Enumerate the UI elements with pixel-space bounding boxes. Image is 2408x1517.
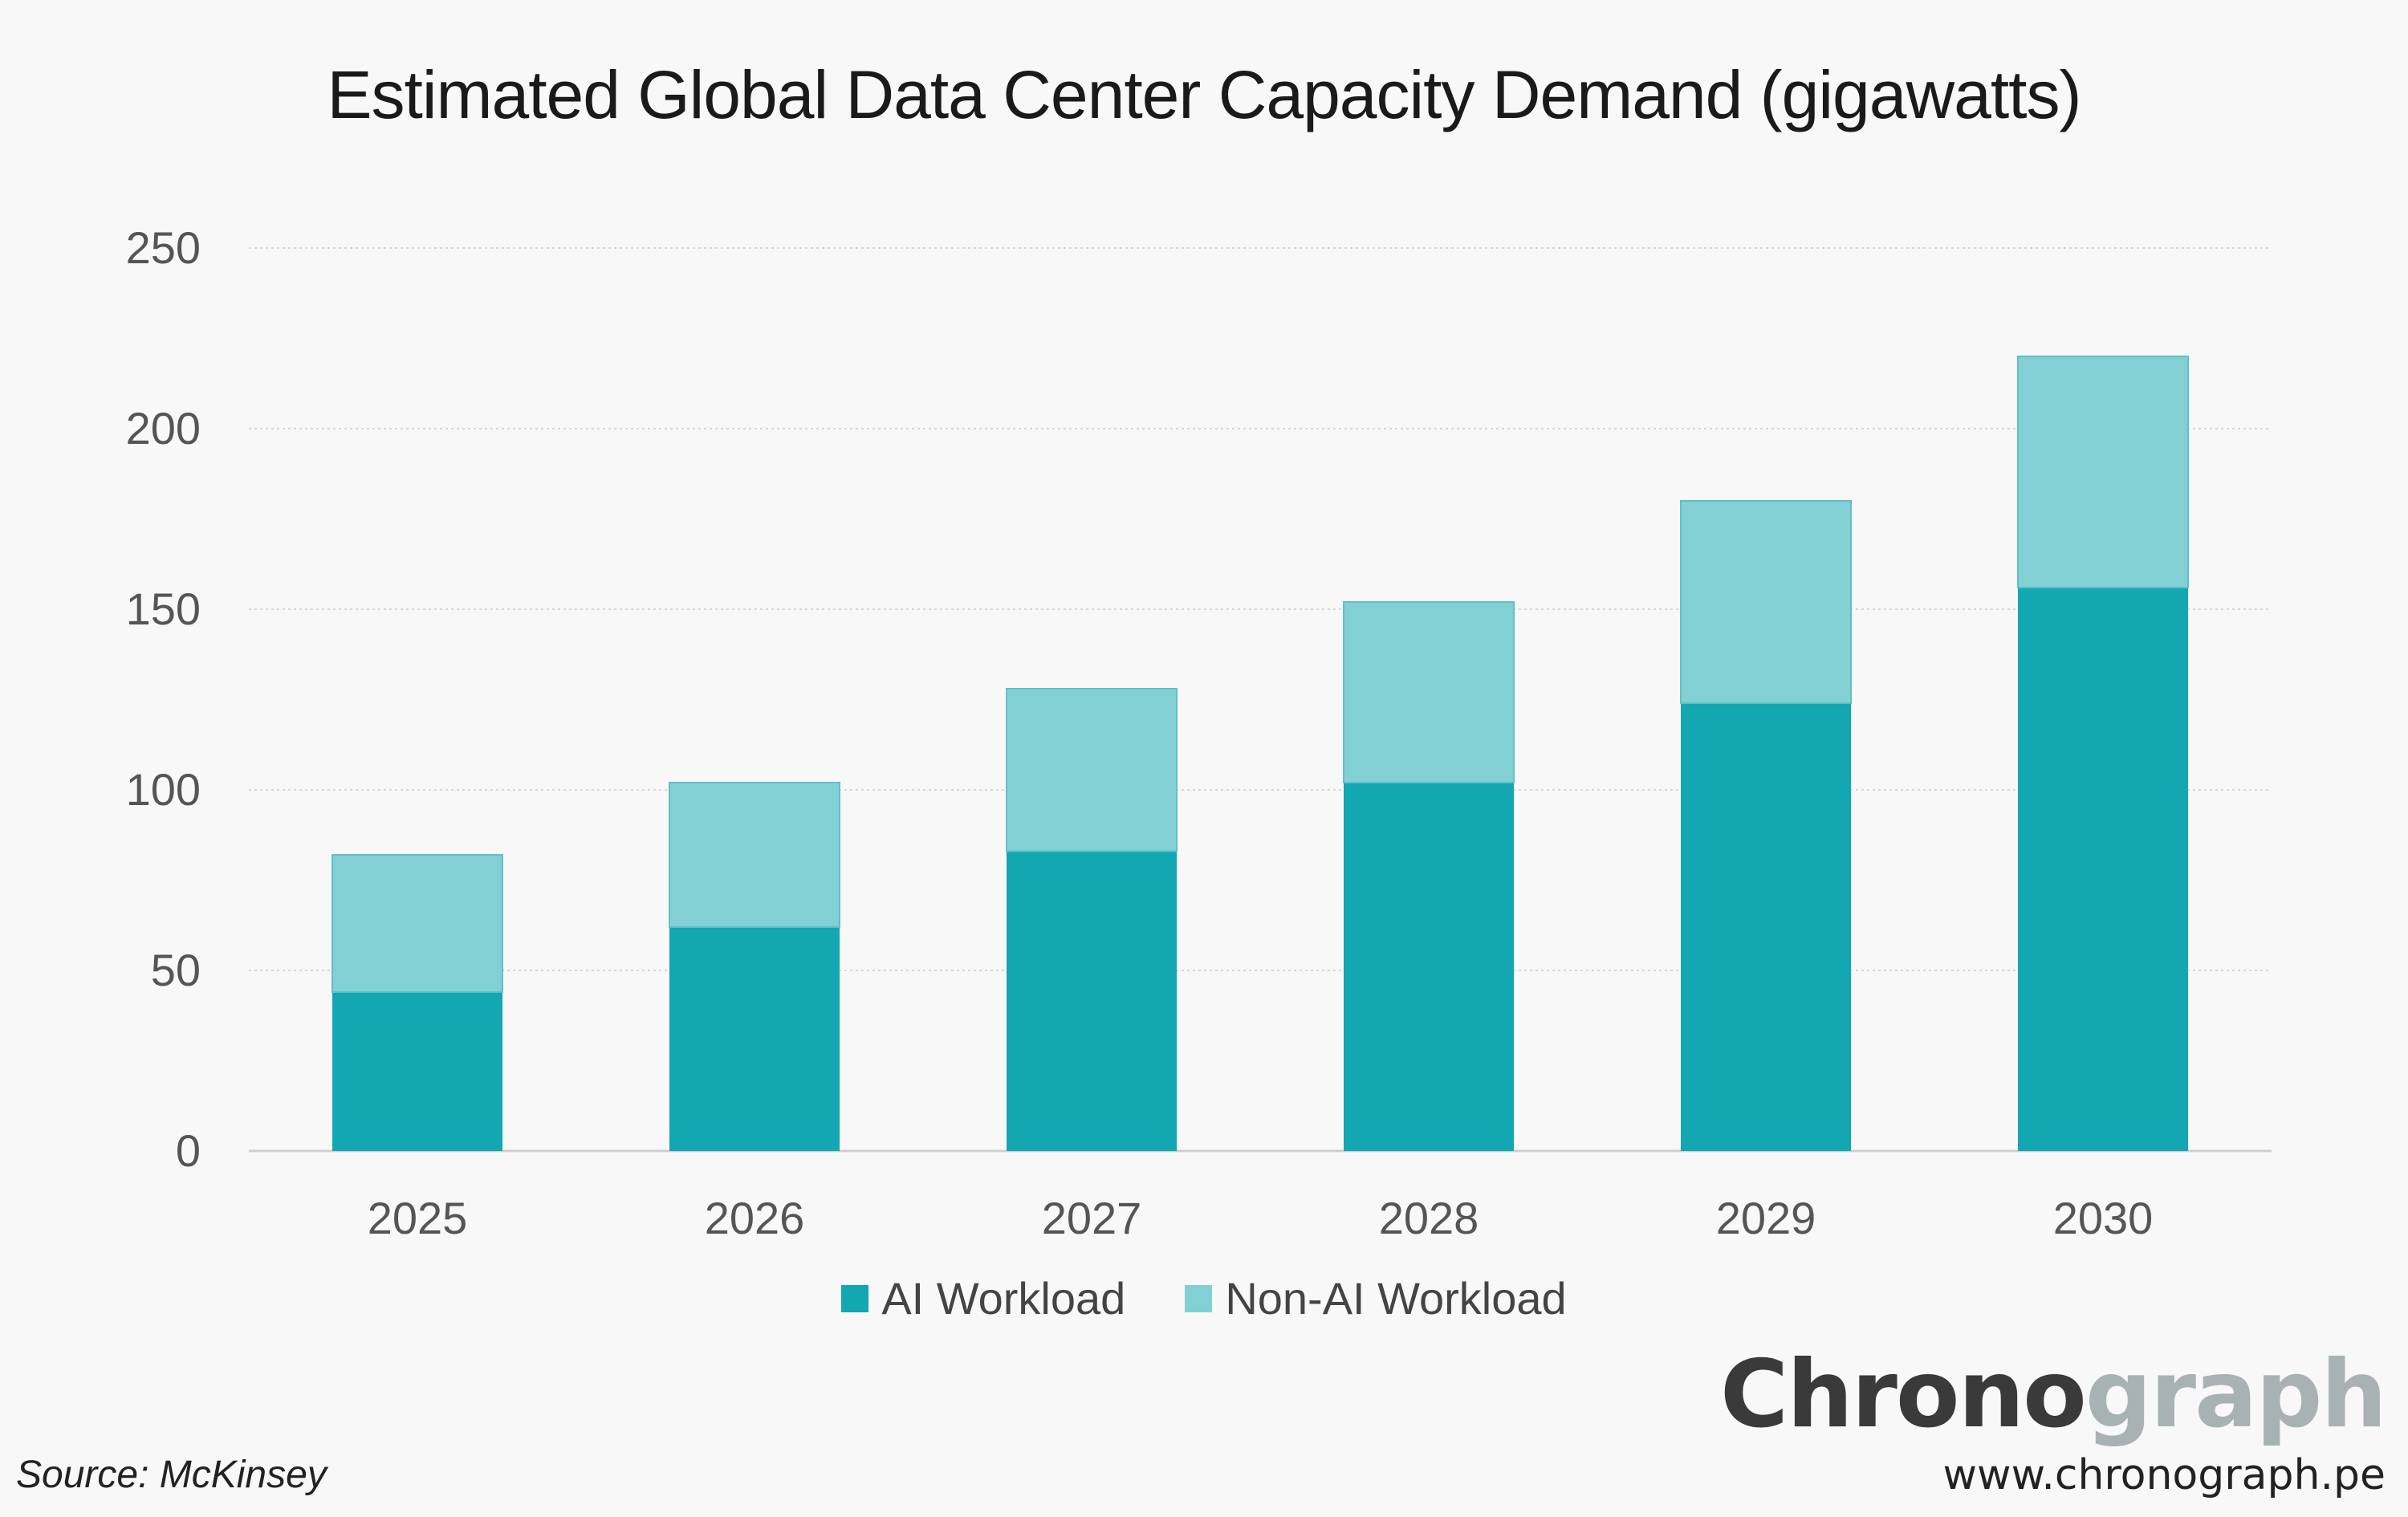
legend-label-non-ai: Non-AI Workload [1225,1273,1567,1324]
brand-url: www.chronograph.pe [1942,1451,2386,1499]
bar-non-ai-workload [2017,356,2189,588]
bar-non-ai-workload [1006,688,1178,852]
legend-swatch-non-ai [1185,1284,1213,1312]
legend-item-non-ai: Non-AI Workload [1185,1272,1567,1324]
bar-ai-workload [1344,783,1514,1151]
y-tick-label: 50 [151,945,201,995]
chart-title: Estimated Global Data Center Capacity De… [327,57,2081,132]
legend: AI Workload Non-AI Workload [0,1272,2408,1324]
x-tick-label: 2029 [1716,1193,1816,1243]
y-tick-label: 150 [126,584,201,634]
y-tick-label: 0 [176,1125,201,1176]
brand-logo-dark: Chrono [1719,1340,2087,1449]
bar-ai-workload [1681,703,1851,1151]
source-note: Source: McKinsey [16,1454,327,1496]
bar-non-ai-workload [669,782,840,928]
bar-non-ai-workload [332,854,503,993]
y-tick-label: 200 [126,403,201,453]
x-tick-label: 2030 [2053,1193,2154,1243]
bar-ai-workload [332,992,502,1151]
bar-ai-workload [669,927,840,1151]
bar-non-ai-workload [1343,601,1515,783]
x-tick-label: 2028 [1379,1193,1479,1243]
legend-swatch-ai [841,1284,869,1312]
legend-label-ai: AI Workload [881,1273,1126,1324]
x-tick-label: 2025 [368,1193,468,1243]
bar-non-ai-workload [1680,500,1852,704]
y-tick-label: 100 [126,764,201,815]
y-tick-label: 250 [126,222,201,273]
x-tick-label: 2026 [705,1193,805,1243]
bar-ai-workload [2018,588,2188,1151]
x-tick-label: 2027 [1042,1193,1142,1243]
bar-ai-workload [1007,851,1177,1151]
brand-logo: Chronograph [1720,1348,2387,1442]
legend-item-ai: AI Workload [841,1272,1125,1324]
brand-logo-light: graph [2085,1340,2387,1449]
